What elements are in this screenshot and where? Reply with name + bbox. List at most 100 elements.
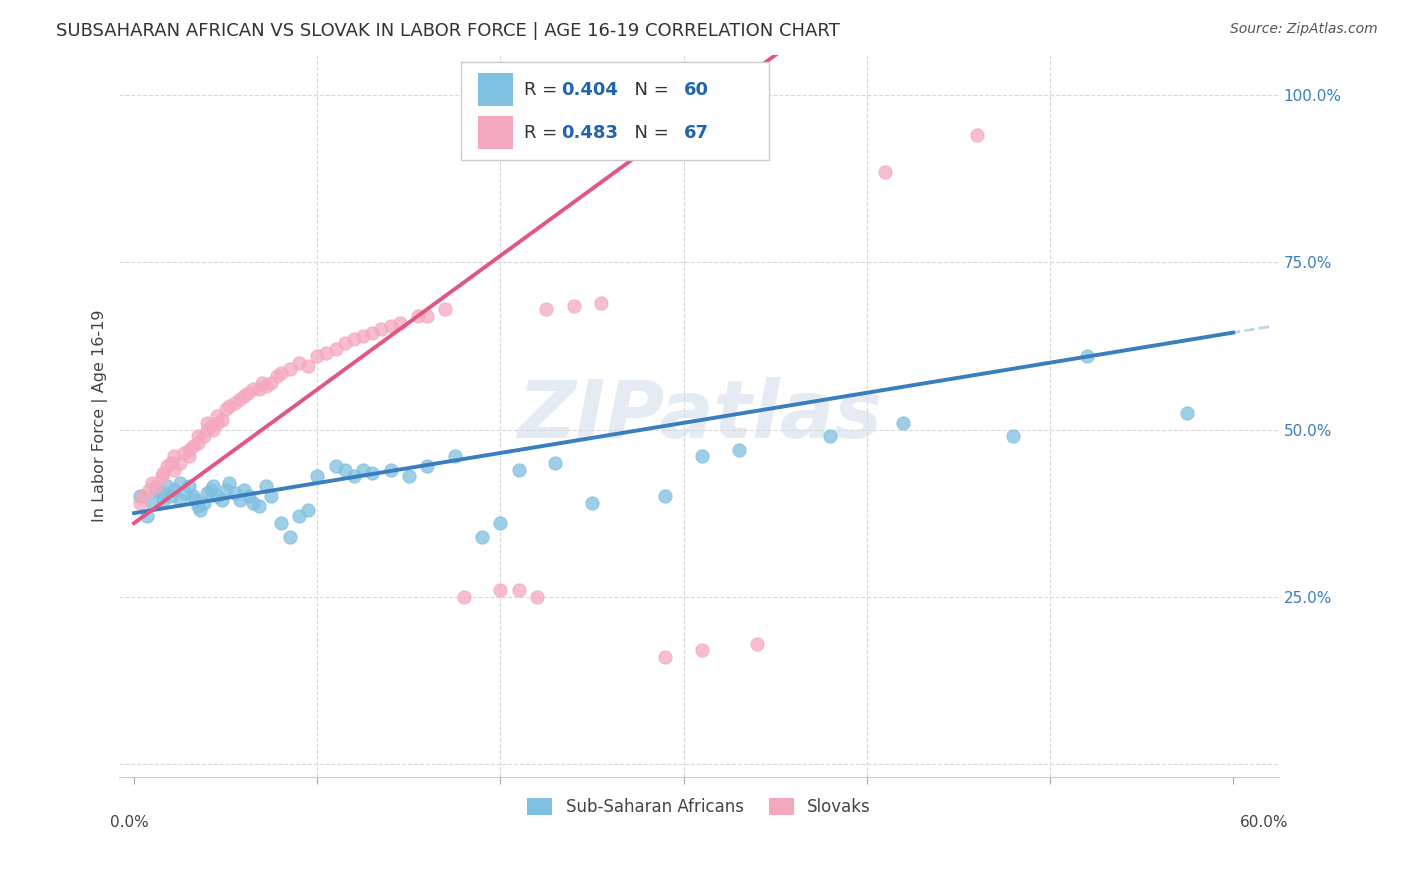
Point [238,490,260,504]
Point [380,463,402,477]
Point [443,450,465,464]
Point [526,590,548,604]
Point [215,483,238,497]
Point [181,439,204,453]
Point [654,649,676,664]
Point [195,416,218,430]
Point [215,402,238,417]
Point [325,343,347,357]
Point [333,335,356,350]
Point [229,492,252,507]
Point [173,446,195,460]
Point [745,636,768,650]
Point [508,582,530,597]
Point [247,500,270,514]
Point [278,362,301,376]
Text: SUBSAHARAN AFRICAN VS SLOVAK IN LABOR FORCE | AGE 16-19 CORRELATION CHART: SUBSAHARAN AFRICAN VS SLOVAK IN LABOR FO… [56,22,839,40]
Point [145,483,167,497]
Point [1175,406,1198,420]
Point [195,423,218,437]
Point [1002,429,1025,443]
Point [132,490,155,504]
Point [181,490,204,504]
Point [544,456,567,470]
Point [966,128,988,143]
Point [343,469,366,483]
Point [489,516,512,530]
Point [205,409,228,424]
Text: ZIPatlas: ZIPatlas [516,377,882,455]
Text: R =: R = [524,80,562,99]
Point [875,165,897,179]
Text: 60: 60 [685,80,709,99]
Legend: Sub-Saharan Africans, Slovaks: Sub-Saharan Africans, Slovaks [520,791,877,823]
Point [193,429,215,443]
Point [152,466,174,480]
Point [205,416,228,430]
Point [260,490,283,504]
Point [141,476,163,491]
Point [591,295,613,310]
Point [388,316,411,330]
Text: 60.0%: 60.0% [1240,814,1288,830]
Point [352,463,374,477]
Point [398,469,420,483]
Point [233,483,256,497]
Point [156,459,179,474]
Point [177,450,200,464]
Point [200,419,222,434]
Y-axis label: In Labor Force | Age 16-19: In Labor Force | Age 16-19 [93,310,108,523]
Point [177,479,200,493]
Point [187,500,209,514]
Point [193,496,215,510]
Point [128,490,150,504]
Point [818,429,841,443]
Point [141,496,163,510]
Point [416,459,439,474]
Point [150,486,173,500]
Point [236,385,259,400]
Point [361,466,384,480]
Point [242,496,264,510]
Text: 0.483: 0.483 [561,124,619,142]
Text: N =: N = [623,80,673,99]
Point [152,492,174,507]
Text: 0.404: 0.404 [561,80,619,99]
Point [315,345,337,359]
Point [163,450,186,464]
Point [188,503,211,517]
Text: 0.0%: 0.0% [110,814,149,830]
Point [247,383,270,397]
Point [252,376,274,390]
Point [187,429,209,443]
Point [1076,349,1098,363]
Point [200,483,222,497]
Point [138,483,160,497]
Point [654,490,676,504]
Point [288,356,311,370]
Point [174,486,197,500]
Point [270,366,292,380]
Point [536,302,558,317]
Point [195,486,218,500]
Point [307,349,329,363]
Point [233,389,256,403]
Point [434,302,457,317]
Point [201,423,224,437]
Point [169,492,191,507]
Point [163,463,186,477]
Point [169,456,191,470]
Point [242,383,264,397]
Point [218,476,240,491]
Point [406,309,429,323]
Point [690,643,713,657]
Bar [461,62,769,160]
Point [205,490,228,504]
Point [150,469,173,483]
Point [159,456,181,470]
Point [224,396,246,410]
Point [183,492,205,507]
Bar [478,73,513,106]
Point [453,590,475,604]
Point [187,436,209,450]
